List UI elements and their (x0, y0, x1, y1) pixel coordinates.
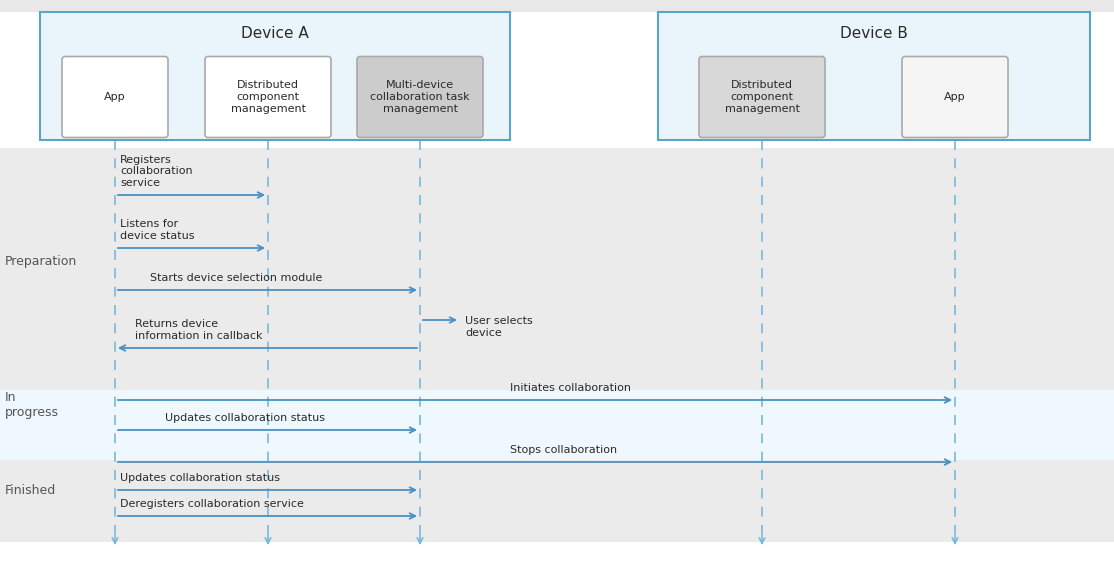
Bar (0, 390, 1114, 460)
FancyBboxPatch shape (62, 56, 168, 137)
Text: Stops collaboration: Stops collaboration (510, 445, 617, 455)
Text: Listens for
device status: Listens for device status (120, 219, 195, 241)
Text: In
progress: In progress (4, 391, 59, 419)
Text: Returns device
information in callback: Returns device information in callback (135, 319, 263, 341)
FancyBboxPatch shape (205, 56, 331, 137)
Text: Distributed
component
management: Distributed component management (231, 80, 305, 114)
Text: Registers
collaboration
service: Registers collaboration service (120, 155, 193, 188)
Bar (0, 148, 1114, 390)
Text: App: App (945, 92, 966, 102)
FancyBboxPatch shape (40, 12, 510, 140)
Text: Distributed
component
management: Distributed component management (724, 80, 800, 114)
FancyBboxPatch shape (658, 12, 1089, 140)
Text: Deregisters collaboration service: Deregisters collaboration service (120, 499, 304, 509)
Text: Starts device selection module: Starts device selection module (150, 273, 322, 283)
FancyBboxPatch shape (356, 56, 483, 137)
Text: Multi-device
collaboration task
management: Multi-device collaboration task manageme… (370, 80, 470, 114)
FancyBboxPatch shape (902, 56, 1008, 137)
Text: Updates collaboration status: Updates collaboration status (120, 473, 280, 483)
Text: User selects
device: User selects device (465, 316, 532, 338)
Text: Device B: Device B (840, 27, 908, 41)
Text: Updates collaboration status: Updates collaboration status (165, 413, 325, 423)
Text: Device A: Device A (241, 27, 309, 41)
Text: Preparation: Preparation (4, 255, 77, 268)
Text: Initiates collaboration: Initiates collaboration (510, 383, 631, 393)
FancyBboxPatch shape (698, 56, 825, 137)
Bar (0, 460, 1114, 542)
Text: Finished: Finished (4, 484, 56, 497)
Text: App: App (105, 92, 126, 102)
